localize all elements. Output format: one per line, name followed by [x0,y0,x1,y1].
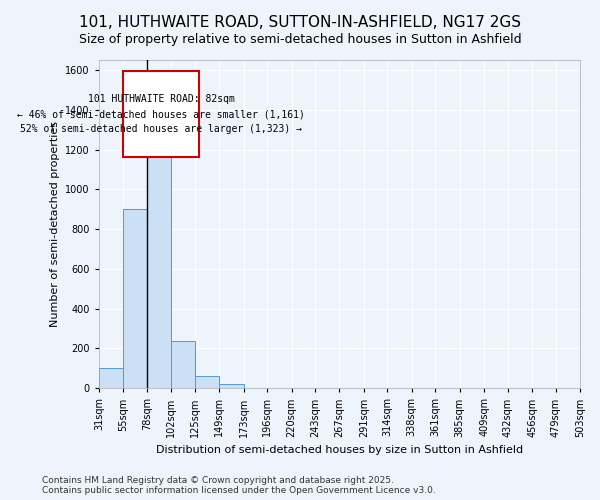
Bar [99,368,124,388]
Bar [219,384,244,388]
Y-axis label: Number of semi-detached properties: Number of semi-detached properties [50,121,59,327]
Bar [147,140,171,388]
Bar [194,376,219,388]
Bar [171,340,194,388]
X-axis label: Distribution of semi-detached houses by size in Sutton in Ashfield: Distribution of semi-detached houses by … [156,445,523,455]
Text: 101 HUTHWAITE ROAD: 82sqm
← 46% of semi-detached houses are smaller (1,161)
52% : 101 HUTHWAITE ROAD: 82sqm ← 46% of semi-… [17,94,305,134]
Text: Size of property relative to semi-detached houses in Sutton in Ashfield: Size of property relative to semi-detach… [79,32,521,46]
Text: Contains HM Land Registry data © Crown copyright and database right 2025.
Contai: Contains HM Land Registry data © Crown c… [42,476,436,495]
FancyBboxPatch shape [124,72,199,157]
Text: 101, HUTHWAITE ROAD, SUTTON-IN-ASHFIELD, NG17 2GS: 101, HUTHWAITE ROAD, SUTTON-IN-ASHFIELD,… [79,15,521,30]
Bar [124,209,147,388]
